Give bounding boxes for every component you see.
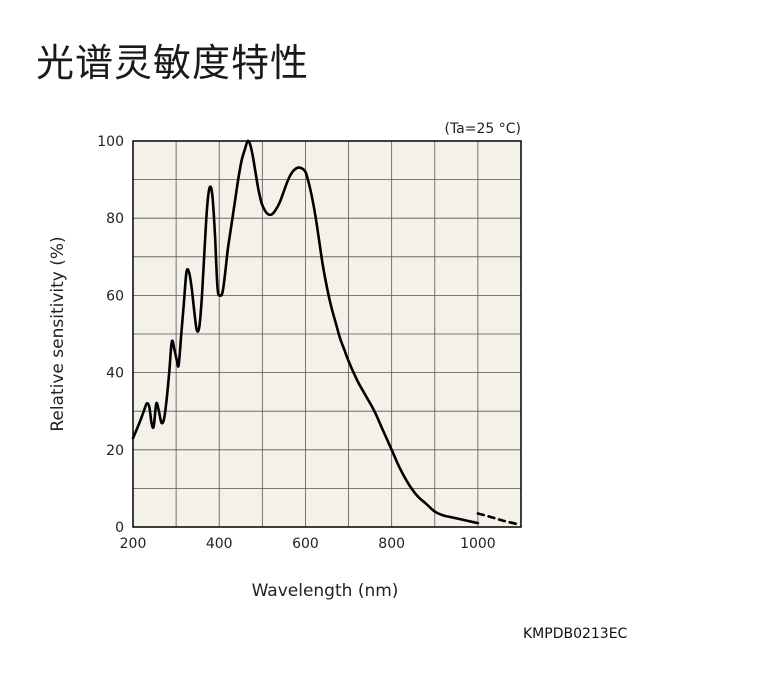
y-tick-label: 20 <box>106 443 124 459</box>
tick-labels: 200 400 600 800 1000 0 20 40 60 80 100 <box>97 134 495 552</box>
x-tick-label: 1000 <box>460 536 496 552</box>
y-tick-label: 0 <box>115 520 124 536</box>
page-title: 光谱灵敏度特性 <box>36 41 310 85</box>
y-tick-label: 40 <box>106 366 124 382</box>
x-axis-title: Wavelength (nm) <box>252 581 399 601</box>
y-axis-title: Relative sensitivity (%) <box>48 236 68 431</box>
x-tick-label: 600 <box>292 536 319 552</box>
grid <box>133 141 521 527</box>
plot-frame <box>132 140 522 528</box>
y-tick-label: 100 <box>97 134 124 150</box>
figure-code: KMPDB0213EC <box>523 626 628 642</box>
x-tick-label: 200 <box>120 536 147 552</box>
x-tick-label: 800 <box>378 536 405 552</box>
sensitivity-curve-dashed <box>476 512 518 526</box>
y-tick-label: 60 <box>106 288 124 304</box>
x-tick-label: 400 <box>206 536 233 552</box>
condition-label: (Ta=25 °C) <box>444 121 521 137</box>
y-tick-label: 80 <box>106 211 124 227</box>
